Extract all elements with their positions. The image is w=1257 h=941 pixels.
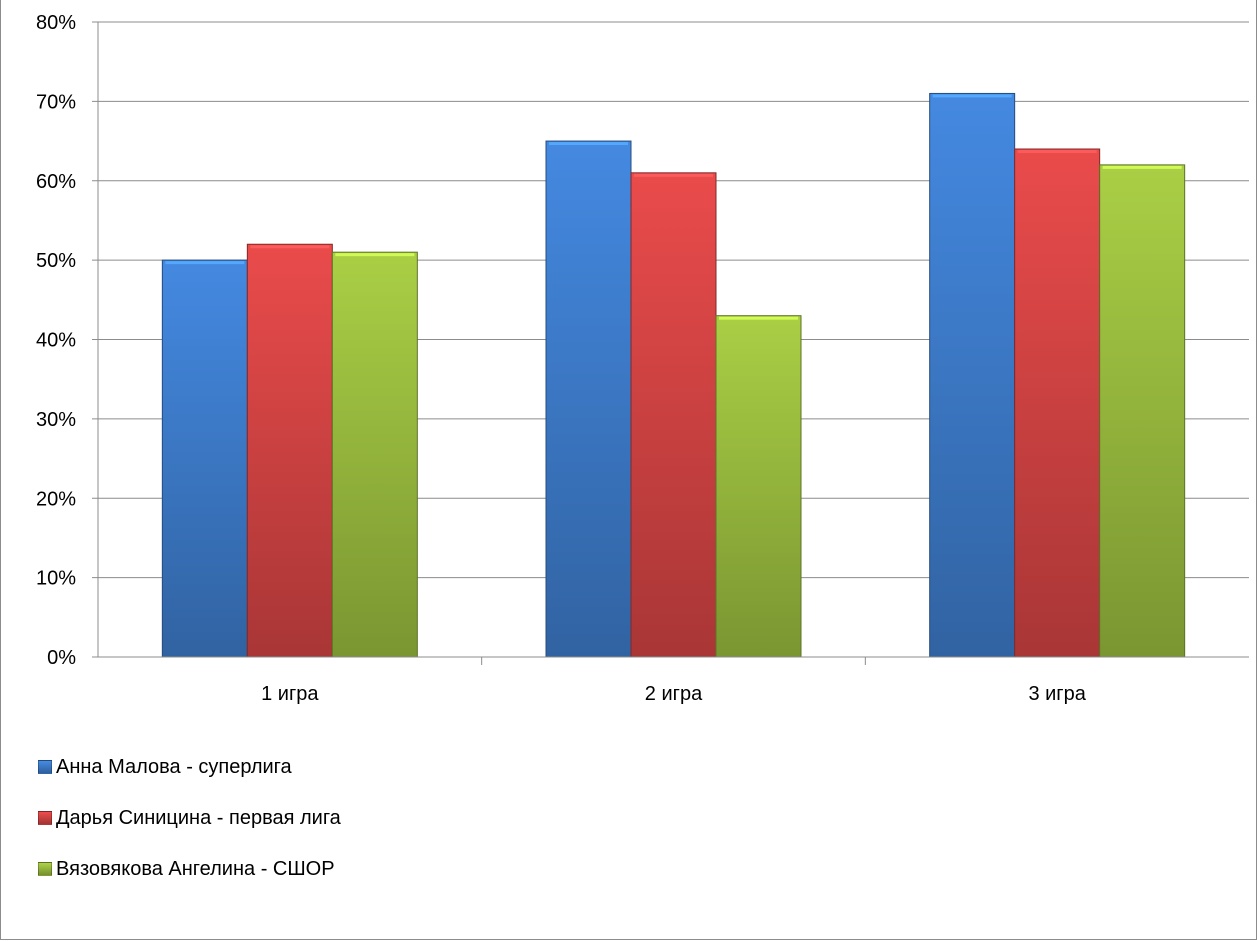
bars <box>162 93 1184 657</box>
y-tick-label: 80% <box>36 12 76 34</box>
bar-series-3-cat-2 <box>716 316 801 657</box>
legend-swatch-series-1 <box>38 760 52 774</box>
y-tick-labels: 0% 10% 20% 30% 40% 50% 60% 70% 80% <box>36 12 76 669</box>
legend-swatch-series-2 <box>38 811 52 825</box>
bar-highlight <box>250 245 329 248</box>
bar-series-1-cat-1 <box>162 260 247 657</box>
bar-series-2-cat-2 <box>631 173 716 657</box>
bar-series-3-cat-1 <box>332 252 417 657</box>
bar-highlight <box>719 317 798 320</box>
legend-swatch-series-3 <box>38 862 52 876</box>
bar-series-3-cat-3 <box>1100 165 1185 657</box>
y-tick-label: 60% <box>36 171 76 193</box>
legend-item-series-3: Вязовякова Ангелина - СШОР <box>38 854 341 884</box>
legend: Анна Малова - суперлига Дарья Синицина -… <box>38 752 341 905</box>
legend-item-series-1: Анна Малова - суперлига <box>38 752 341 782</box>
x-tick-label: 3 игра <box>1028 683 1086 705</box>
y-tick-label: 40% <box>36 330 76 352</box>
x-tick-label: 2 игра <box>645 683 703 705</box>
bar-highlight <box>549 142 628 145</box>
x-tick-labels: 1 игра 2 игра 3 игра <box>261 683 1087 705</box>
bar-series-2-cat-1 <box>247 244 332 657</box>
y-tick-label: 20% <box>36 488 76 510</box>
bar-series-1-cat-2 <box>546 141 631 657</box>
y-tick-label: 70% <box>36 91 76 113</box>
legend-label-series-2: Дарья Синицина - первая лига <box>56 807 341 830</box>
y-tick-label: 50% <box>36 250 76 272</box>
bar-highlight <box>165 261 244 264</box>
x-tick-label: 1 игра <box>261 683 319 705</box>
bar-highlight <box>634 174 713 177</box>
bar-series-1-cat-3 <box>930 93 1015 657</box>
bar-highlight <box>335 253 414 256</box>
y-tick-label: 10% <box>36 568 76 590</box>
legend-item-series-2: Дарья Синицина - первая лига <box>38 803 341 833</box>
legend-label-series-3: Вязовякова Ангелина - СШОР <box>56 858 335 881</box>
bar-series-2-cat-3 <box>1015 149 1100 657</box>
legend-label-series-1: Анна Малова - суперлига <box>56 756 292 779</box>
y-tick-label: 30% <box>36 409 76 431</box>
bar-highlight <box>1103 166 1182 169</box>
bar-highlight <box>933 94 1012 97</box>
y-tick-label: 0% <box>47 647 76 669</box>
bar-highlight <box>1018 150 1097 153</box>
